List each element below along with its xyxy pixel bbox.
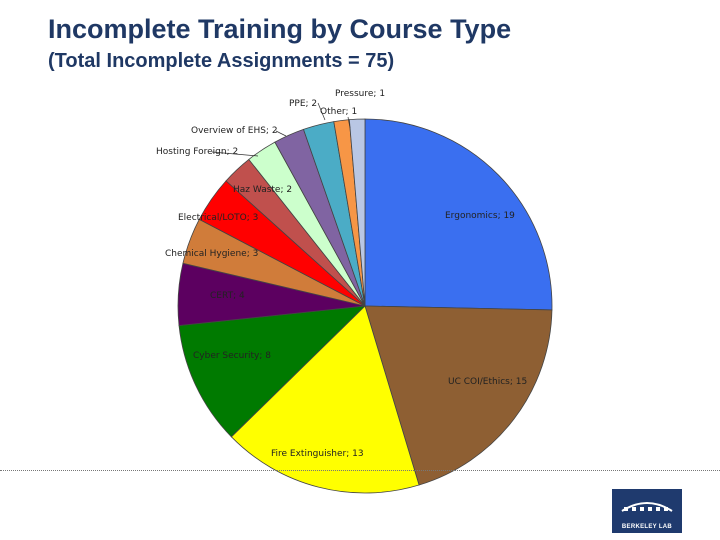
slice-label: PPE; 2 (289, 99, 317, 109)
pie-slice-cyber-security (178, 305, 367, 438)
pie-slice-uc-coi-ethics (364, 305, 553, 486)
slice-label: Other; 1 (320, 107, 357, 117)
slice-label: Electrical/LOTO; 3 (178, 213, 258, 223)
slice-label: Pressure; 1 (335, 89, 385, 99)
leader-line (211, 151, 259, 157)
pie-slice-pressure (348, 118, 366, 307)
berkeley-lab-logo: BERKELEY LAB (612, 489, 682, 533)
slice-label: Cyber Security; 8 (193, 351, 271, 361)
slice-label: Overview of EHS; 2 (191, 126, 278, 136)
slice-label: Chemical Hygiene; 3 (165, 249, 258, 259)
slice-label: Ergonomics; 19 (445, 211, 515, 221)
pie-slice-fire-extinguisher (230, 305, 420, 494)
leader-line (347, 116, 351, 129)
lab-building-icon (621, 502, 673, 512)
pie-slice-ergonomics (364, 118, 553, 311)
leader-line (317, 102, 326, 121)
slice-label: Hosting Foreign; 2 (156, 147, 238, 157)
chart-subtitle: (Total Incomplete Assignments = 75) (48, 50, 395, 72)
footer-divider (0, 470, 720, 471)
slice-label: UC COI/Ethics; 15 (448, 377, 527, 387)
slice-label: Fire Extinguisher; 13 (271, 449, 364, 459)
slice-label: CERT; 4 (210, 291, 245, 301)
slice-label: Haz Waste; 2 (233, 185, 292, 195)
logo-text: BERKELEY LAB (621, 524, 673, 530)
chart-title: Incomplete Training by Course Type (48, 14, 512, 44)
leader-line (275, 130, 287, 137)
